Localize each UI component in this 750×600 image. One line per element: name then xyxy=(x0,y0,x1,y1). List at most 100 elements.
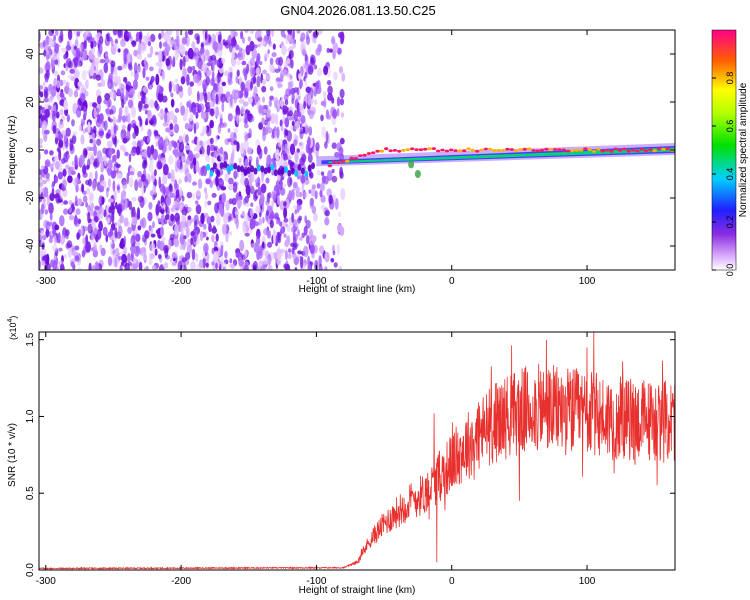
heatmap-cell xyxy=(127,252,131,263)
heatmap-cell xyxy=(198,103,205,112)
heatmap-cell xyxy=(89,156,95,165)
heatmap-cell xyxy=(201,111,207,120)
heatmap-cell xyxy=(39,85,44,90)
heatmap-cell xyxy=(206,163,211,171)
heatmap-cell xyxy=(243,169,248,176)
heatmap-cell xyxy=(194,74,201,84)
heatmap-cell xyxy=(88,146,95,152)
heatmap-cell xyxy=(310,187,316,197)
heatmap-cell xyxy=(291,94,295,101)
heatmap-cell xyxy=(331,168,335,174)
heatmap-cell xyxy=(146,32,150,38)
heatmap-cell xyxy=(297,229,300,237)
heatmap-cell xyxy=(297,117,302,123)
heatmap-cell xyxy=(444,149,450,153)
heatmap-cell xyxy=(267,49,271,54)
heatmap-cell xyxy=(238,47,243,52)
heatmap-cell xyxy=(200,212,205,225)
heatmap-cell xyxy=(194,33,200,41)
heatmap-cell xyxy=(79,154,85,166)
heatmap-cell xyxy=(217,49,223,57)
heatmap-cell xyxy=(212,225,216,231)
heatmap-cell xyxy=(275,77,281,82)
heatmap-cell xyxy=(130,235,136,247)
heatmap-cell xyxy=(115,163,121,168)
heatmap-cell xyxy=(269,57,274,65)
heatmap-cell xyxy=(43,49,47,57)
heatmap-cell xyxy=(162,122,169,127)
heatmap-cell xyxy=(245,134,249,141)
heatmap-cell xyxy=(277,168,282,176)
heatmap-cell xyxy=(39,98,42,103)
heatmap-cell xyxy=(149,80,153,85)
heatmap-cell xyxy=(210,77,215,87)
heatmap-cell xyxy=(59,108,64,116)
heatmap-cell xyxy=(174,148,179,158)
heatmap-cell xyxy=(238,191,242,197)
heatmap-cell xyxy=(267,166,271,174)
heatmap-cell xyxy=(195,252,199,263)
heatmap-cell xyxy=(320,195,326,203)
heatmap-cell xyxy=(261,264,267,270)
heatmap-cell xyxy=(336,243,340,255)
heatmap-cell xyxy=(230,55,237,67)
heatmap-cell xyxy=(225,230,229,243)
heatmap-cell xyxy=(288,248,292,253)
heatmap-cell xyxy=(284,99,289,106)
heatmap-cell xyxy=(132,79,138,90)
heatmap-cell xyxy=(91,54,96,62)
heatmap-cell xyxy=(339,88,345,99)
heatmap-cell xyxy=(134,179,139,192)
heatmap-cell xyxy=(272,234,277,245)
y-tick-label: -40 xyxy=(25,238,36,253)
heatmap-cell xyxy=(341,72,346,82)
heatmap-cell xyxy=(193,147,199,152)
heatmap-cell xyxy=(137,115,142,121)
colorbar-tick-label: 0.0 xyxy=(725,264,735,277)
heatmap-cell xyxy=(63,152,69,163)
heatmap-cell xyxy=(182,113,188,122)
heatmap-cell xyxy=(39,123,43,129)
heatmap-cell xyxy=(105,108,111,115)
heatmap-cell xyxy=(273,169,278,177)
heatmap-cell xyxy=(51,110,56,122)
heatmap-cell xyxy=(184,175,188,183)
heatmap-cell xyxy=(475,149,480,153)
heatmap-cell xyxy=(83,38,87,50)
heatmap-cell xyxy=(307,153,313,163)
heatmap-cell xyxy=(332,160,337,164)
heatmap-cell xyxy=(303,245,309,258)
heatmap-cell xyxy=(107,159,113,170)
heatmap-cell xyxy=(205,75,210,86)
heatmap-cell xyxy=(334,198,339,210)
heatmap-cell xyxy=(238,256,243,267)
heatmap-cell xyxy=(325,130,329,143)
heatmap-cell xyxy=(73,49,77,58)
heatmap-cell xyxy=(157,218,162,223)
heatmap-cell xyxy=(223,212,229,225)
heatmap-cell xyxy=(114,135,118,148)
heatmap-cell xyxy=(305,219,311,229)
heatmap-cell xyxy=(75,47,81,57)
heatmap-cell xyxy=(336,108,340,117)
heatmap-cell xyxy=(200,47,205,55)
heatmap-cell xyxy=(405,148,411,152)
heatmap-cell xyxy=(326,47,330,54)
heatmap-cell xyxy=(246,79,252,91)
heatmap-cell xyxy=(309,244,315,255)
heatmap-cell xyxy=(271,30,275,37)
heatmap-cell xyxy=(178,178,182,185)
heatmap-cell xyxy=(119,83,125,91)
y-tick-label: 0.0 xyxy=(25,563,36,577)
heatmap-cell xyxy=(39,182,44,187)
heatmap-cell xyxy=(86,187,91,195)
heatmap-cell xyxy=(233,140,238,145)
svg-text:(x104): (x104) xyxy=(7,316,18,340)
heatmap-cell xyxy=(331,175,338,183)
heatmap-cell xyxy=(81,164,87,175)
heatmap-cell xyxy=(220,93,226,103)
heatmap-cell xyxy=(181,257,188,262)
heatmap-cell xyxy=(132,140,137,148)
heatmap-cell xyxy=(613,147,618,151)
heatmap-cell xyxy=(88,262,92,270)
